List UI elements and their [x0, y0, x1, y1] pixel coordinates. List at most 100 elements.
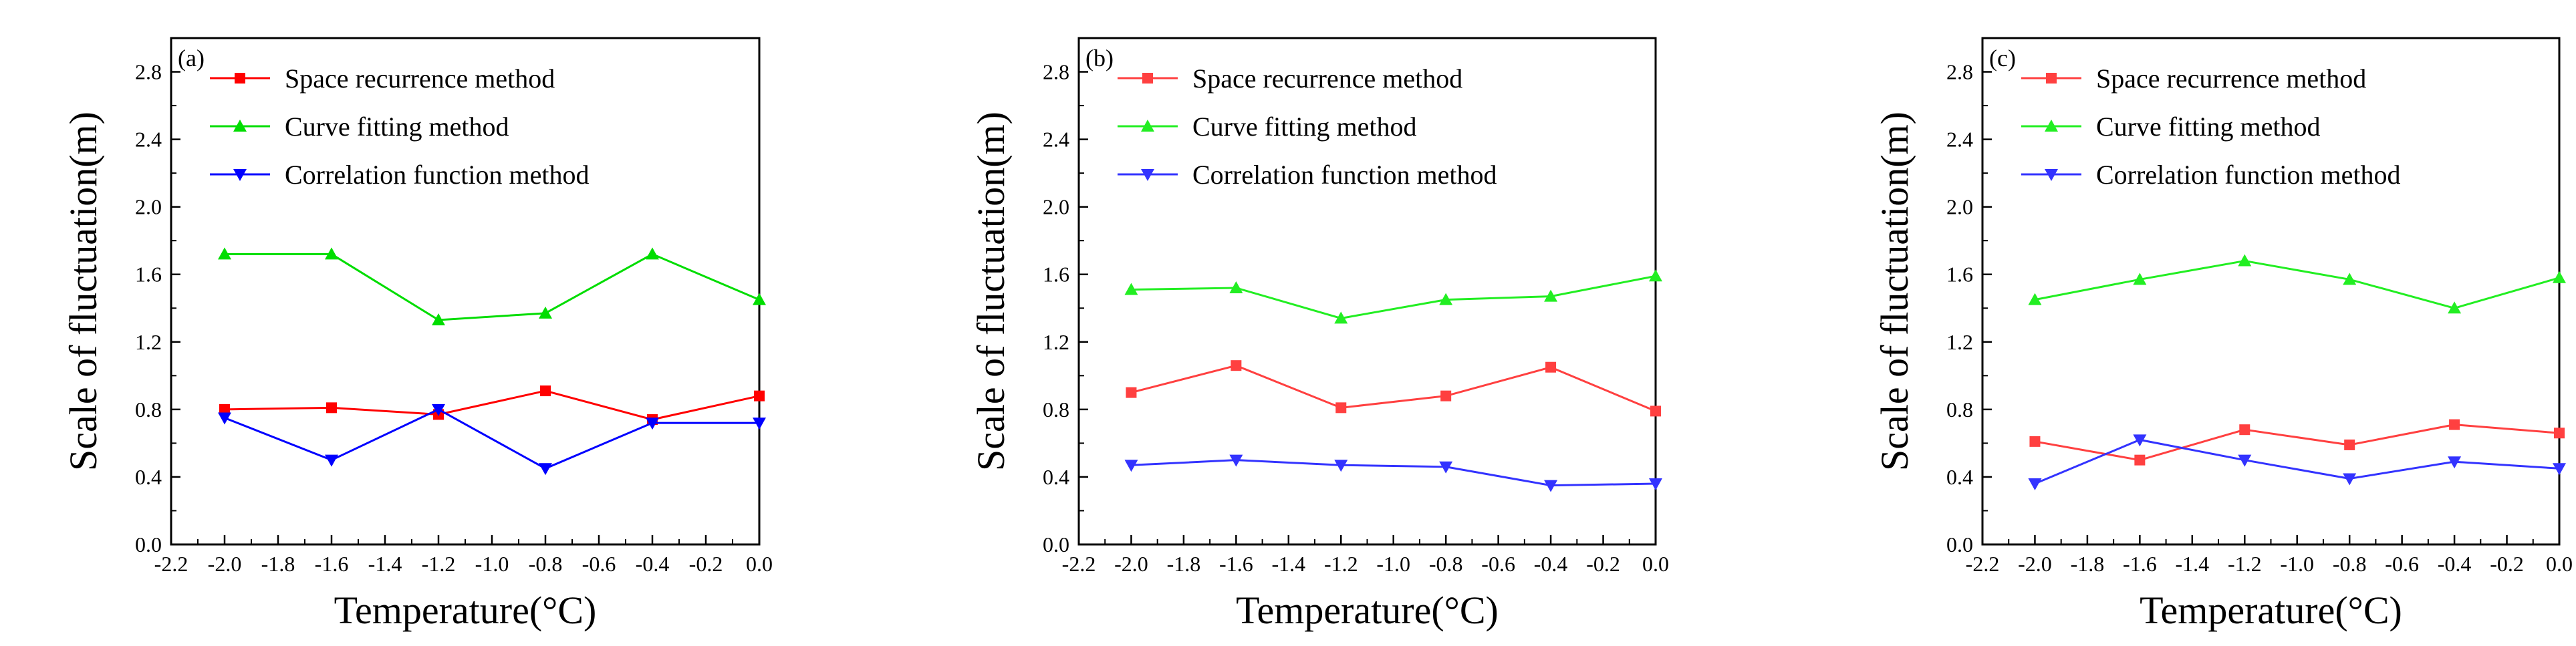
legend-marker	[235, 73, 245, 84]
x-tick-label: -0.2	[1586, 552, 1620, 576]
x-tick-label: -1.8	[261, 552, 295, 576]
x-tick-label: -2.0	[208, 552, 242, 576]
data-point	[1334, 460, 1348, 472]
x-tick-label: -0.6	[2385, 552, 2419, 576]
legend-marker	[2046, 73, 2057, 84]
data-point	[2448, 456, 2462, 469]
chart-panel-0: -2.2 -2.0 -1.8 -1.6 -1.4 -1.2 -1.0 -0.8 -0.6 -0.4…	[61, 37, 773, 632]
y-tick-label: 1.2	[135, 330, 162, 354]
data-point	[1439, 461, 1453, 474]
y-tick-label: 0.0	[1043, 532, 1069, 556]
data-point	[218, 247, 231, 260]
legend: Space recurrence method Curve fitting met…	[2021, 63, 2400, 190]
data-point	[432, 313, 445, 325]
x-tick-label: -1.8	[1167, 552, 1201, 576]
legend-label: Curve fitting method	[285, 112, 509, 142]
series-line-1	[225, 253, 760, 321]
data-point	[2449, 419, 2460, 430]
legend-marker	[2045, 120, 2058, 132]
data-point	[2238, 254, 2252, 267]
data-point	[2134, 454, 2146, 466]
series-line-2	[2034, 438, 2560, 485]
x-tick-label: -1.0	[475, 552, 509, 576]
y-tick-label: 1.6	[135, 263, 162, 287]
y-tick-label: 2.0	[135, 195, 162, 219]
y-axis-title: Scale of fluctuation(m)	[969, 112, 1013, 471]
data-point	[1439, 293, 1453, 305]
data-point	[2554, 428, 2565, 439]
data-point	[1649, 478, 1662, 491]
y-tick-label: 2.4	[135, 128, 162, 152]
x-tick-label: -0.2	[689, 552, 723, 576]
x-tick-label: -1.4	[2175, 552, 2209, 576]
legend-marker	[233, 120, 247, 132]
data-point	[2133, 434, 2147, 447]
panel-label: (b)	[1085, 45, 1114, 71]
y-tick-label: 1.6	[1043, 263, 1069, 287]
data-point	[646, 247, 659, 260]
data-point	[1124, 283, 1138, 295]
data-point	[2553, 271, 2566, 283]
panel-label: (a)	[178, 45, 205, 71]
y-tick-label: 1.2	[1946, 330, 1973, 354]
data-point	[432, 403, 445, 416]
data-point	[753, 418, 766, 430]
data-point	[1440, 390, 1452, 401]
data-point	[2029, 436, 2041, 447]
data-point	[1544, 289, 1558, 302]
x-tick-label: -1.6	[1219, 552, 1253, 576]
x-tick-label: -1.4	[368, 552, 402, 576]
data-point	[2133, 273, 2147, 285]
y-tick-label: 0.8	[1946, 397, 1973, 422]
series-line-2	[224, 408, 759, 470]
data-point	[325, 454, 338, 467]
x-tick-label: -0.8	[529, 552, 563, 576]
x-tick-label: -0.6	[582, 552, 616, 576]
x-tick-label: -0.2	[2490, 552, 2524, 576]
y-tick-label: 0.8	[1043, 397, 1069, 422]
data-point	[646, 418, 659, 430]
y-tick-label: 2.0	[1043, 195, 1069, 219]
legend-label: Space recurrence method	[2096, 63, 2366, 94]
y-tick-label: 0.0	[135, 532, 162, 556]
x-tick-label: 0.0	[2546, 552, 2573, 576]
x-tick-label: -2.0	[1114, 552, 1148, 576]
y-tick-label: 1.2	[1043, 330, 1069, 354]
data-point	[2028, 478, 2042, 491]
data-point	[1231, 360, 1242, 371]
y-tick-label: 0.4	[1946, 465, 1973, 489]
y-tick-label: 0.0	[1946, 532, 1973, 556]
x-tick-label: -1.2	[1324, 552, 1358, 576]
panel-label: (c)	[1989, 45, 2016, 71]
data-point	[218, 412, 231, 425]
y-tick-label: 0.4	[1043, 465, 1069, 489]
y-tick-label: 2.4	[1043, 128, 1069, 152]
legend-label: Correlation function method	[2096, 160, 2400, 190]
x-tick-label: -1.4	[1271, 552, 1305, 576]
x-tick-label: -2.2	[1966, 552, 2000, 576]
data-point	[1544, 480, 1558, 492]
x-tick-label: -1.0	[1376, 552, 1410, 576]
legend: Space recurrence method Curve fitting met…	[1118, 63, 1497, 190]
data-point	[2239, 424, 2250, 436]
series-line-0	[224, 389, 760, 421]
legend-marker	[1141, 120, 1154, 132]
y-axis-title: Scale of fluctuation(m)	[1873, 112, 1916, 471]
chart-panel-2: -2.2 -2.0 -1.8 -1.6 -1.4 -1.2 -1.0 -0.8 -0.6 -0.4…	[1873, 37, 2573, 632]
x-tick-label: -0.4	[1534, 552, 1568, 576]
x-tick-label: -0.8	[1429, 552, 1463, 576]
legend: Space recurrence method Curve fitting met…	[210, 63, 589, 190]
x-tick-label: -1.8	[2071, 552, 2105, 576]
y-tick-label: 2.8	[1946, 60, 1973, 84]
x-tick-label: -0.8	[2333, 552, 2367, 576]
x-tick-label: -1.6	[315, 552, 349, 576]
data-point	[1229, 281, 1243, 293]
x-tick-label: -0.6	[1481, 552, 1515, 576]
legend-marker	[233, 169, 247, 181]
series-line-0	[2035, 424, 2560, 462]
legend-label: Curve fitting method	[2096, 112, 2321, 142]
data-point	[219, 403, 230, 415]
data-point	[2344, 439, 2355, 450]
legend-label: Correlation function method	[285, 160, 589, 190]
